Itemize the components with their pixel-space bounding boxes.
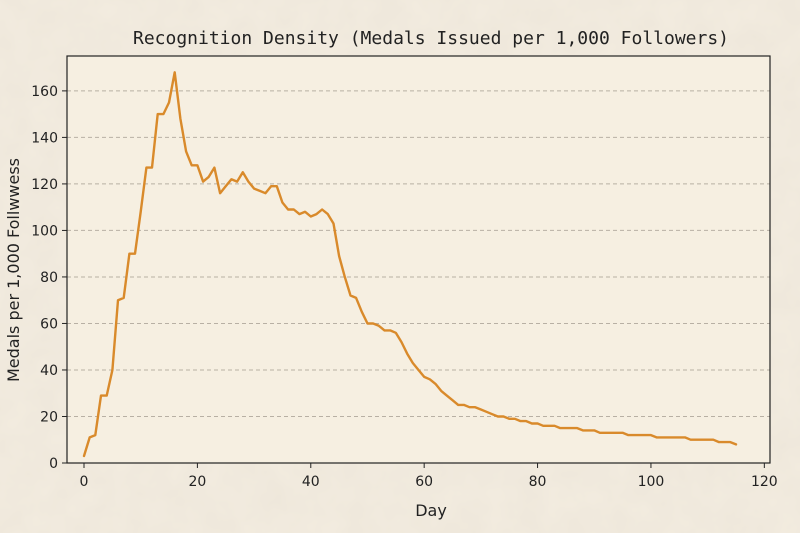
y-axis: 0 20 40 60 80 100 120 140 160 <box>31 84 67 472</box>
chart-title: Recognition Density (Medals Issued per 1… <box>133 28 729 49</box>
y-tick-label: 0 <box>49 456 58 472</box>
x-tick-label: 0 <box>80 474 89 490</box>
y-tick-label: 80 <box>40 270 58 286</box>
plot-background <box>67 56 770 463</box>
y-tick-label: 140 <box>31 130 58 146</box>
y-tick-label: 100 <box>31 223 58 239</box>
x-tick-label: 60 <box>415 474 433 490</box>
y-tick-label: 160 <box>31 84 58 100</box>
y-tick-label: 60 <box>40 316 58 332</box>
x-tick-label: 120 <box>751 474 778 490</box>
x-axis: 0 20 40 60 80 100 120 <box>80 463 778 490</box>
y-tick-label: 20 <box>40 409 58 425</box>
y-axis-label: Medals per 1,000 Follwwess <box>4 158 23 382</box>
series-line <box>82 71 738 458</box>
plot-frame <box>66 55 771 464</box>
x-tick-label: 20 <box>188 474 206 490</box>
x-axis-label: Day <box>415 501 447 520</box>
y-tick-label: 120 <box>31 177 58 193</box>
x-tick-label: 80 <box>529 474 547 490</box>
x-tick-label: 40 <box>302 474 320 490</box>
y-tick-label: 40 <box>40 363 58 379</box>
series-layer <box>82 71 738 458</box>
x-tick-label: 100 <box>638 474 665 490</box>
